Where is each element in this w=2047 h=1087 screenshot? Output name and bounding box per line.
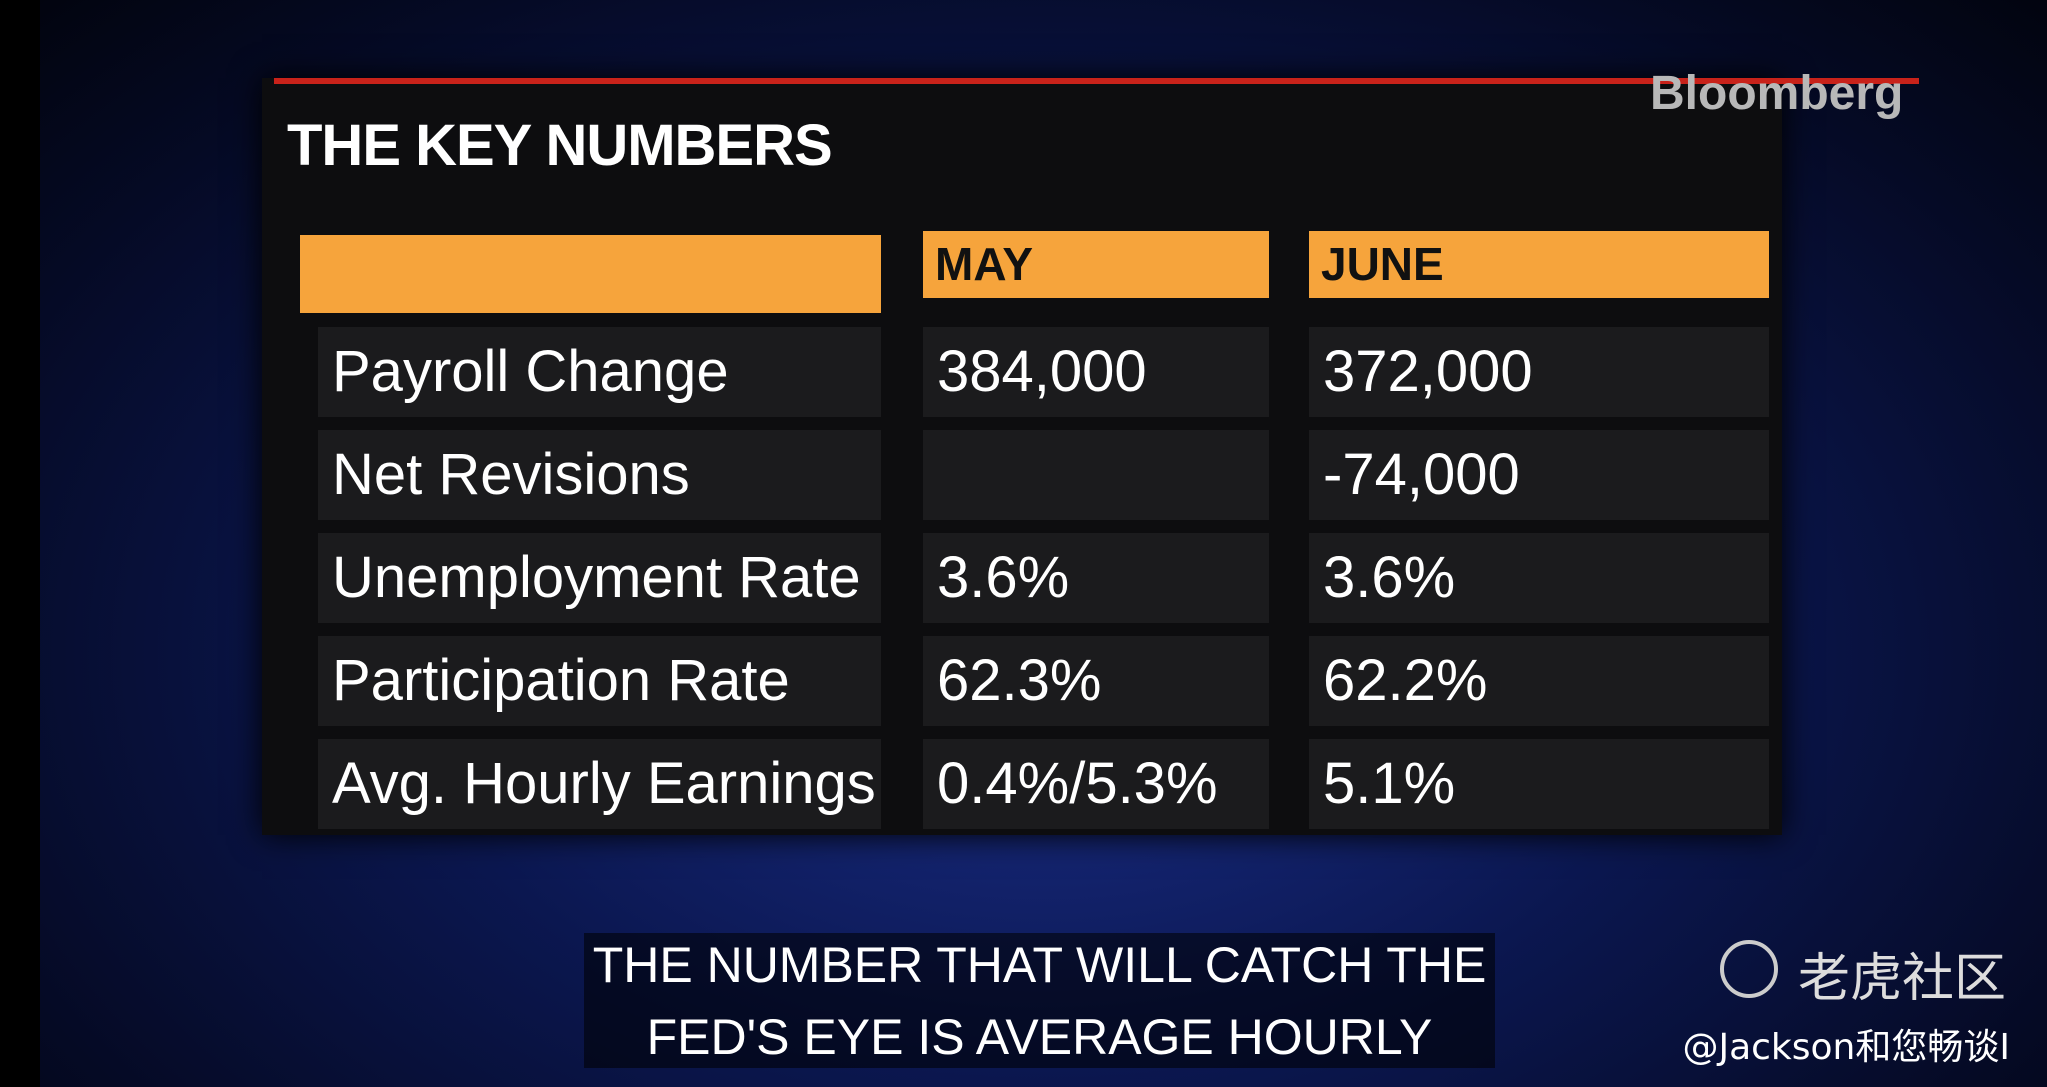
cell-value: -74,000 <box>1309 430 1769 520</box>
brand-logo: Bloomberg <box>1650 67 1904 120</box>
row-label: Payroll Change <box>318 327 881 417</box>
cell-value: 5.1% <box>1309 739 1769 829</box>
cell-value: 384,000 <box>923 327 1269 417</box>
row-label: Participation Rate <box>318 636 881 726</box>
row-label: Avg. Hourly Earnings <box>318 739 881 829</box>
cell-value: 0.4%/5.3% <box>923 739 1269 829</box>
column-header: MAY <box>923 231 1269 298</box>
cell-value: 62.2% <box>1309 636 1769 726</box>
cell-value: 62.3% <box>923 636 1269 726</box>
caption-line: THE NUMBER THAT WILL CATCH THE <box>592 937 1487 993</box>
caption-box <box>584 933 1495 1068</box>
accent-line <box>274 78 1919 84</box>
title: THE KEY NUMBERS <box>287 113 833 178</box>
header-bar <box>300 235 881 313</box>
watermark-icon <box>1720 940 1778 998</box>
row-label: Unemployment Rate <box>318 533 881 623</box>
cell-value <box>923 430 1269 520</box>
cell-value: 3.6% <box>1309 533 1769 623</box>
cell-value: 3.6% <box>923 533 1269 623</box>
watermark: 老虎社区 <box>1798 949 2007 1009</box>
row-label: Net Revisions <box>318 430 881 520</box>
watermark-user: @Jackson和您畅谈I <box>1682 1027 2010 1068</box>
cell-value: 372,000 <box>1309 327 1769 417</box>
caption-line: FED'S EYE IS AVERAGE HOURLY <box>646 1009 1433 1065</box>
column-header: JUNE <box>1309 231 1769 298</box>
